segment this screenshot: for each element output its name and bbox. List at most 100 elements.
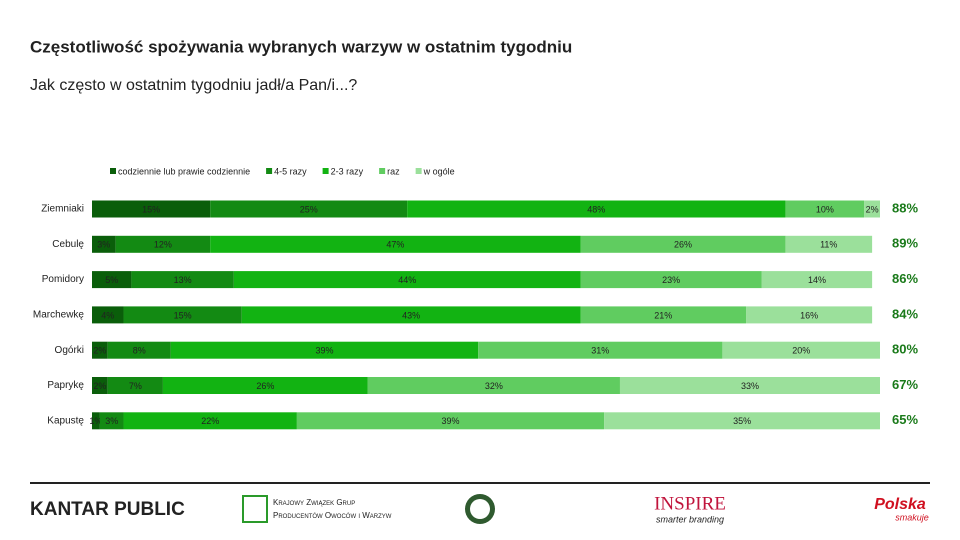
data-label: 23% <box>662 275 680 285</box>
bar-segment <box>131 271 234 289</box>
bar-segment <box>162 377 368 394</box>
inspire-sub: smarter branding <box>656 514 724 524</box>
data-label: 43% <box>402 310 420 320</box>
bar-segment <box>170 341 479 359</box>
bar-segment <box>92 200 211 218</box>
bar-segment <box>864 200 880 218</box>
legend-label: codziennie lub prawie codziennie <box>118 166 250 176</box>
bar-segment <box>722 341 880 359</box>
legend-label: raz <box>387 166 400 176</box>
total-label: 65% <box>892 412 918 427</box>
total-label: 67% <box>892 377 918 392</box>
kzgp-line-2: Producentów Owoców i Warzyw <box>273 511 392 520</box>
data-label: 20% <box>792 346 810 356</box>
bar-segment <box>123 306 242 324</box>
y-tick-label: Ziemniaki <box>41 204 84 215</box>
data-label: 12% <box>154 240 172 250</box>
data-label: 32% <box>485 381 503 391</box>
data-label: 4% <box>101 310 114 320</box>
bar-segment <box>407 200 786 218</box>
legend-label: 4-5 razy <box>274 166 307 176</box>
data-label: 31% <box>591 346 609 356</box>
data-label: 7% <box>129 381 142 391</box>
data-label: 39% <box>315 346 333 356</box>
legend-swatch <box>322 168 329 174</box>
bar-segment <box>761 271 873 289</box>
total-label: 86% <box>892 271 918 286</box>
y-tick-label: Marchewkę <box>33 310 85 321</box>
bar-segment <box>580 271 762 289</box>
y-tick-label: Kapustę <box>47 415 84 426</box>
bar-segment <box>123 412 297 430</box>
kzgp-line-1: Krajowy Związek Grup <box>273 498 355 507</box>
data-label: 47% <box>386 240 404 250</box>
data-label: 5% <box>105 275 118 285</box>
data-label: 25% <box>300 204 318 214</box>
bar-segment <box>746 306 873 324</box>
data-label: 10% <box>816 204 834 214</box>
legend-swatch <box>110 168 116 174</box>
data-label: 1% <box>89 416 102 426</box>
legend-swatch <box>379 168 386 174</box>
data-label: 2% <box>93 346 106 356</box>
legend-swatch <box>266 168 273 174</box>
chart-subtitle: Jak często w ostatnim tygodniu jadł/a Pa… <box>30 77 357 94</box>
data-label: 13% <box>174 275 192 285</box>
bar-segment <box>367 377 620 394</box>
data-label: 16% <box>800 310 818 320</box>
y-tick-label: Paprykę <box>47 380 84 391</box>
bar-segment <box>233 271 581 289</box>
bar-segment <box>210 200 408 218</box>
bar-segment <box>604 412 880 430</box>
smakuje-logo: smakuje <box>895 512 929 522</box>
data-label: 26% <box>674 240 692 250</box>
legend-swatch <box>415 168 422 174</box>
bar-segment <box>785 200 865 218</box>
data-label: 35% <box>733 416 751 426</box>
kzgp-icon <box>242 495 268 523</box>
bar-segment <box>241 306 581 324</box>
bar-segment <box>785 235 873 253</box>
data-label: 26% <box>256 381 274 391</box>
total-label: 84% <box>892 306 918 321</box>
y-tick-label: Cebulę <box>52 239 84 250</box>
bar-segment <box>92 306 124 324</box>
data-label: 21% <box>654 310 672 320</box>
data-label: 48% <box>587 204 605 214</box>
y-tick-label: Ogórki <box>55 345 84 356</box>
data-label: 2% <box>93 381 106 391</box>
data-label: 15% <box>174 310 192 320</box>
bar-segment <box>92 235 116 253</box>
data-label: 44% <box>398 275 416 285</box>
polska-logo: Polska <box>874 496 926 513</box>
bar-segment <box>478 341 723 359</box>
bar-segment <box>107 341 171 359</box>
data-label: 3% <box>97 240 110 250</box>
bar-segment <box>92 377 108 394</box>
total-label: 88% <box>892 200 918 215</box>
bar-segment <box>92 412 100 430</box>
data-label: 14% <box>808 275 826 285</box>
bar-segment <box>296 412 605 430</box>
data-label: 39% <box>442 416 460 426</box>
bar-segment <box>92 271 132 289</box>
inspire-logo: INSPIRE <box>654 493 726 514</box>
bar-segment <box>92 341 108 359</box>
emblem-inner <box>470 499 490 519</box>
kantar-logo: KANTAR PUBLIC <box>30 499 185 520</box>
legend-label: 2-3 razy <box>331 166 364 176</box>
total-label: 80% <box>892 342 918 357</box>
data-label: 33% <box>741 381 759 391</box>
total-label: 89% <box>892 236 918 251</box>
legend-label: w ogóle <box>423 166 455 176</box>
y-tick-label: Pomidory <box>42 274 84 285</box>
chart-title: Częstotliwość spożywania wybranych warzy… <box>30 37 572 56</box>
bar-segment <box>580 235 786 253</box>
bar-segment <box>580 306 747 324</box>
data-label: 8% <box>133 346 146 356</box>
bar-segment <box>115 235 211 253</box>
bar-segment <box>619 377 880 394</box>
bar-segment <box>210 235 581 253</box>
data-label: 15% <box>142 204 160 214</box>
bar-segment <box>99 412 124 430</box>
